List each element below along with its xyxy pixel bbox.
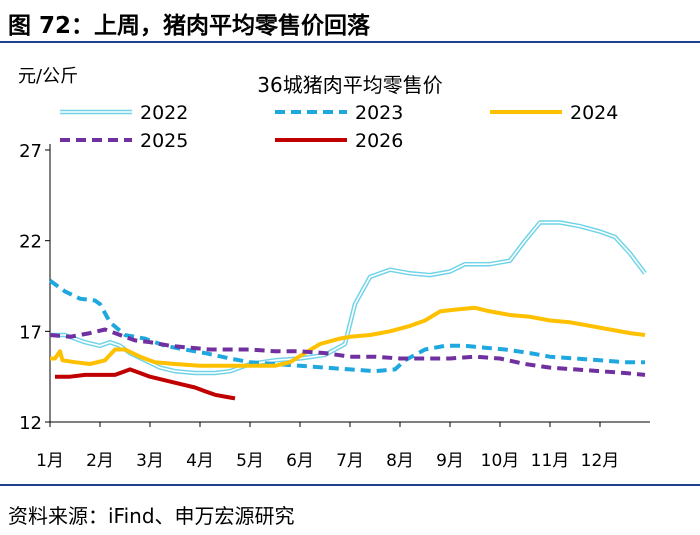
series-line-2022 — [50, 220, 647, 376]
y-tick-label: 12 — [19, 413, 42, 434]
series-line-2026 — [55, 367, 236, 401]
figure-title: 图 72：上周，猪肉平均零售价回落 — [8, 13, 371, 39]
x-tick-label: 11月 — [531, 451, 570, 471]
x-tick-label: 6月 — [286, 451, 314, 471]
legend-label-2025: 2025 — [140, 130, 188, 152]
legend-label-2022: 2022 — [140, 102, 188, 124]
y-axis-label: 元/公斤 — [18, 66, 78, 87]
chart-title: 36城猪肉平均零售价 — [257, 73, 442, 97]
chart-legend: 2022 2023 2024 2025 2026 — [60, 102, 618, 152]
legend-label-2026: 2026 — [355, 130, 403, 152]
x-tick-label: 2月 — [86, 451, 114, 471]
series-line-2022-inner — [50, 221, 646, 374]
chart-axes: 12 17 22 27 1月 2月 3月 4月 5月 6月 7月 8月 9月 10月 11月 12月 — [19, 141, 650, 471]
x-tick-label: 4月 — [186, 451, 214, 471]
title-divider — [0, 41, 700, 43]
x-tick-label: 10月 — [481, 451, 520, 471]
x-tick-label: 9月 — [436, 451, 464, 471]
series-line-2024 — [50, 305, 646, 368]
y-tick-label: 27 — [19, 141, 42, 162]
x-tick-label: 1月 — [36, 451, 64, 471]
series-line-2025 — [49, 327, 646, 377]
legend-label-2023: 2023 — [355, 102, 403, 124]
legend-label-2024: 2024 — [570, 102, 618, 124]
x-tick-label: 12月 — [581, 451, 620, 471]
series-line-2023 — [48, 278, 645, 374]
x-tick-label: 7月 — [336, 451, 364, 471]
source-note: 资料来源：iFind、申万宏源研究 — [8, 504, 295, 528]
footer-divider — [0, 484, 700, 486]
chart-series — [48, 220, 647, 401]
x-tick-label: 5月 — [236, 451, 264, 471]
y-tick-label: 17 — [19, 322, 42, 343]
y-tick-label: 22 — [19, 232, 42, 253]
x-tick-label: 8月 — [386, 451, 414, 471]
x-tick-label: 3月 — [136, 451, 164, 471]
